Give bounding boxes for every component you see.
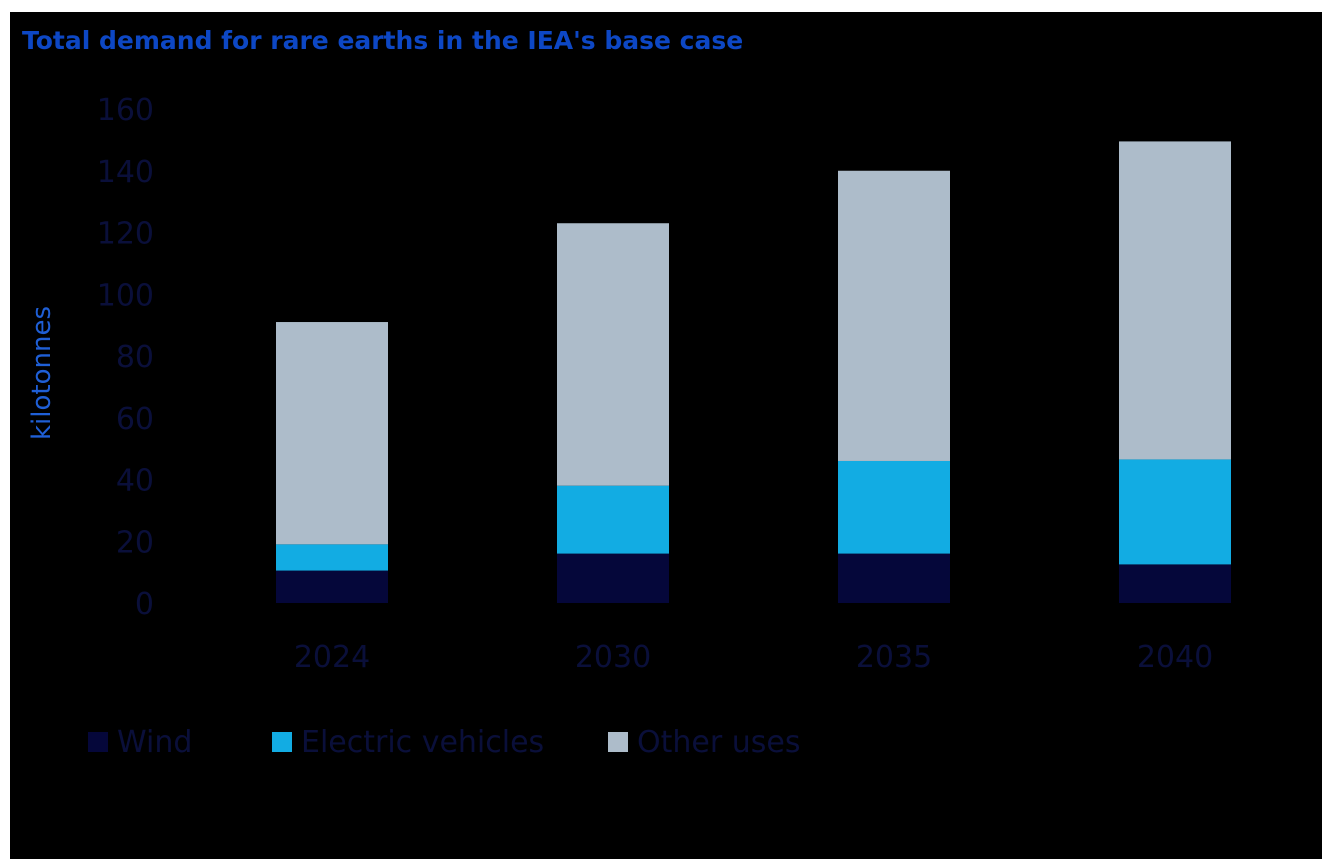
y-tick-label: 0 [135, 587, 154, 622]
y-tick-label: 120 [97, 217, 154, 252]
bar-segment-wind [557, 553, 669, 603]
bar-segment-other-uses [276, 322, 388, 545]
bar-segment-other-uses [1119, 141, 1231, 460]
x-category-label: 2035 [856, 640, 932, 675]
chart-title: Total demand for rare earths in the IEA'… [22, 26, 744, 55]
legend-swatch [272, 732, 292, 752]
y-axis-label: kilotonnes [27, 306, 57, 440]
y-tick-label: 160 [97, 93, 154, 128]
x-category-label: 2040 [1137, 640, 1213, 675]
y-tick-label: 40 [116, 464, 154, 499]
y-tick-label: 20 [116, 525, 154, 560]
y-tick-label: 100 [97, 278, 154, 313]
legend-label: Electric vehicles [301, 725, 544, 760]
bar-segment-electric-vehicles [1119, 459, 1231, 565]
bar-segment-electric-vehicles [838, 460, 950, 554]
legend-swatch [88, 732, 108, 752]
x-category-label: 2030 [575, 640, 651, 675]
legend: Wind Electric vehicles Other uses [88, 725, 800, 760]
chart-panel: Total demand for rare earths in the IEA'… [10, 12, 1322, 859]
y-axis-ticks: 0 20 40 60 80 100 120 140 160 [97, 93, 154, 622]
bar-segment-wind [838, 553, 950, 603]
bar-segment-electric-vehicles [557, 485, 669, 554]
bar-segment-other-uses [838, 170, 950, 461]
bar-segment-electric-vehicles [276, 544, 388, 571]
bar-segment-wind [276, 570, 388, 603]
bar-segment-other-uses [557, 223, 669, 486]
x-category-label: 2024 [294, 640, 370, 675]
legend-label: Other uses [637, 725, 800, 760]
bar-segment-wind [1119, 564, 1231, 603]
y-tick-label: 60 [116, 402, 154, 437]
legend-swatch [608, 732, 628, 752]
y-tick-label: 80 [116, 340, 154, 375]
x-axis-categories: 2024 2030 2035 2040 [294, 640, 1213, 675]
bars [276, 141, 1231, 603]
y-tick-label: 140 [97, 155, 154, 190]
legend-label: Wind [117, 725, 192, 760]
